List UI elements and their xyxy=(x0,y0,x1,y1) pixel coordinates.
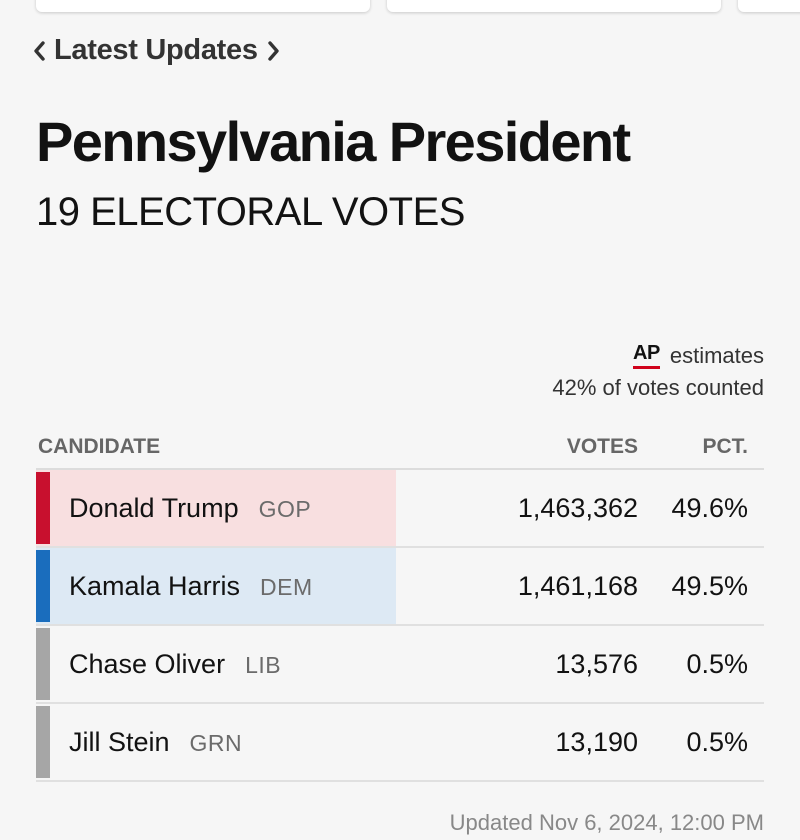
carousel-card[interactable] xyxy=(387,0,721,12)
candidate-cell: Chase Oliver LIB xyxy=(36,649,478,680)
candidate-cell: Donald Trump GOP xyxy=(36,493,478,524)
candidate-name: Chase Oliver xyxy=(69,648,226,679)
results-table: CANDIDATE VOTES PCT. Donald Trump GOP 1,46… xyxy=(36,426,764,782)
table-row: Chase Oliver LIB 13,576 0.5% xyxy=(36,626,764,704)
latest-updates-link[interactable]: Latest Updates xyxy=(54,34,258,66)
header-candidate: CANDIDATE xyxy=(38,435,161,458)
table-row: Jill Stein GRN 13,190 0.5% xyxy=(36,704,764,782)
votes-cell: 1,463,362 xyxy=(517,492,638,523)
table-header: CANDIDATE VOTES PCT. xyxy=(36,426,764,470)
party-color-bar xyxy=(36,706,50,778)
pct-cell: 49.6% xyxy=(671,492,748,523)
carousel-card[interactable] xyxy=(36,0,370,12)
party-color-bar xyxy=(36,472,50,544)
pct-cell: 0.5% xyxy=(686,648,748,679)
top-carousel xyxy=(0,0,800,14)
party-label: GOP xyxy=(258,495,312,522)
carousel-card[interactable] xyxy=(738,0,800,12)
pct-cell: 49.5% xyxy=(671,570,748,601)
party-label: GRN xyxy=(189,729,243,756)
page-title: Pennsylvania President xyxy=(36,110,631,173)
chevron-right-icon[interactable] xyxy=(267,40,281,62)
pct-cell: 0.5% xyxy=(686,726,748,757)
updated-timestamp: Updated Nov 6, 2024, 12:00 PM xyxy=(449,810,764,835)
highlight-bg xyxy=(36,548,396,624)
votes-counted: 42% of votes counted xyxy=(552,375,764,400)
candidate-name: Donald Trump xyxy=(69,492,239,523)
estimates-label: estimates xyxy=(669,342,764,368)
electoral-votes: 19 ELECTORAL VOTES xyxy=(36,190,465,234)
header-pct: PCT. xyxy=(702,435,748,458)
ap-logo: AP xyxy=(633,342,660,369)
latest-updates-nav: Latest Updates xyxy=(32,34,281,67)
candidate-cell: Jill Stein GRN xyxy=(36,727,478,758)
party-label: LIB xyxy=(245,651,282,678)
party-label: DEM xyxy=(260,573,313,600)
candidate-cell: Kamala Harris DEM xyxy=(36,571,478,602)
candidate-name: Kamala Harris xyxy=(69,570,241,601)
chevron-left-icon[interactable] xyxy=(32,40,46,62)
party-color-bar xyxy=(36,550,50,622)
table-row: Kamala Harris DEM 1,461,168 49.5% xyxy=(36,548,764,626)
votes-cell: 13,190 xyxy=(555,726,638,757)
table-row: Donald Trump GOP 1,463,362 49.6% xyxy=(36,470,764,548)
candidate-name: Jill Stein xyxy=(69,726,170,757)
votes-cell: 13,576 xyxy=(555,648,638,679)
votes-cell: 1,461,168 xyxy=(517,570,638,601)
header-votes: VOTES xyxy=(566,435,638,458)
highlight-bg xyxy=(36,470,396,546)
source-info: AP estimates 42% of votes counted xyxy=(552,342,764,401)
party-color-bar xyxy=(36,628,50,700)
